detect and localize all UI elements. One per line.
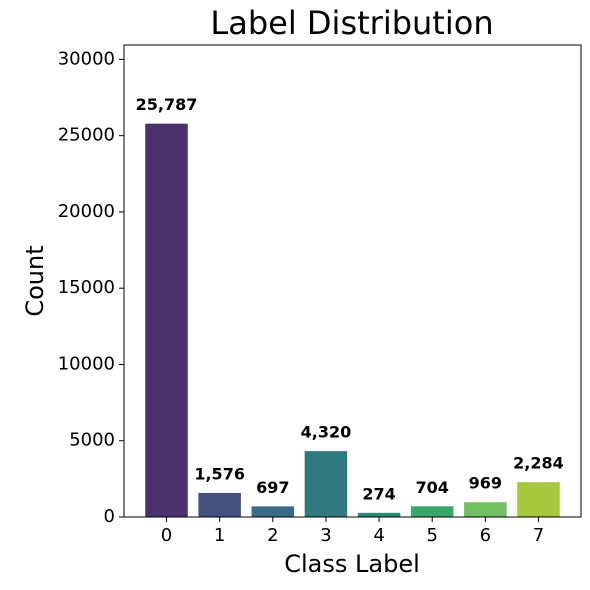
y-tick-label: 25000 [58, 125, 115, 146]
value-label: 1,576 [194, 464, 245, 483]
y-tick-label: 10000 [58, 353, 115, 374]
bar [357, 512, 401, 517]
value-label: 969 [469, 474, 502, 493]
value-label: 697 [256, 478, 289, 497]
x-tick-label: 0 [161, 525, 172, 546]
bar [464, 502, 507, 517]
x-axis-label: Class Label [284, 550, 420, 578]
value-label: 2,284 [513, 454, 564, 473]
y-tick-label: 30000 [58, 48, 115, 69]
x-tick-label: 2 [267, 525, 278, 546]
bar [304, 451, 348, 517]
value-label: 25,787 [136, 95, 198, 114]
x-tick-label: 4 [373, 525, 384, 546]
bar [410, 506, 454, 517]
y-tick-label: 15000 [58, 277, 115, 298]
x-tick-label: 1 [214, 525, 225, 546]
y-tick-label: 5000 [69, 430, 115, 451]
bar [517, 482, 560, 517]
bar [251, 506, 295, 517]
bar [198, 492, 241, 517]
x-tick-label: 5 [426, 525, 437, 546]
plot-frame [123, 44, 582, 518]
x-tick-label: 6 [480, 525, 491, 546]
chart-title: Label Distribution [210, 4, 493, 42]
y-axis-label: Count [21, 245, 49, 316]
y-tick-label: 20000 [58, 201, 115, 222]
value-label: 274 [362, 484, 395, 503]
x-tick-label: 7 [533, 525, 544, 546]
bar [145, 123, 188, 517]
x-tick-label: 3 [320, 525, 331, 546]
y-tick-label: 0 [104, 506, 115, 527]
value-label: 704 [416, 478, 449, 497]
value-label: 4,320 [301, 423, 352, 442]
